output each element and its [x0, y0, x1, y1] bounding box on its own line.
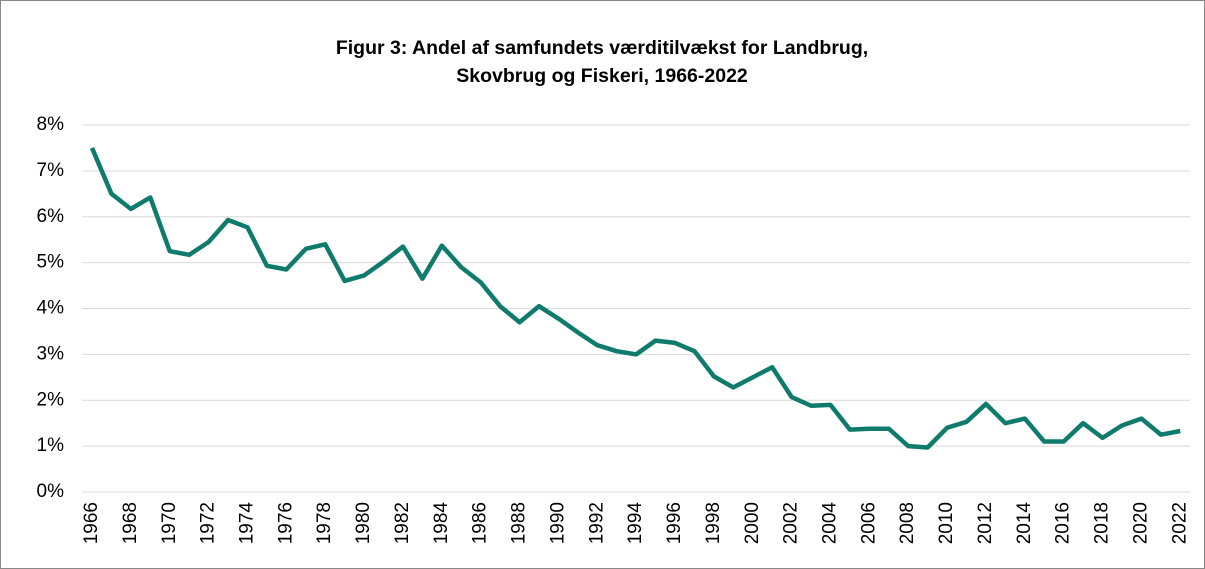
- x-tick-label: 2020: [1130, 502, 1151, 544]
- x-tick-label: 1972: [198, 502, 219, 544]
- y-tick-label: 3%: [37, 343, 65, 364]
- y-tick-label: 6%: [37, 206, 65, 227]
- x-tick-label: 2012: [975, 502, 996, 544]
- x-tick-label: 1990: [547, 502, 568, 544]
- x-tick-label: 1966: [81, 502, 102, 544]
- x-tick-label: 1986: [470, 502, 491, 544]
- x-tick-label: 1982: [392, 502, 413, 544]
- x-tick-label: 1994: [625, 502, 646, 545]
- x-tick-label: 1978: [314, 502, 335, 544]
- x-tick-label: 2002: [781, 502, 802, 544]
- x-tick-label: 2004: [819, 502, 840, 545]
- y-tick-label: 5%: [37, 252, 65, 273]
- x-tick-label: 2014: [1014, 502, 1035, 545]
- x-tick-label: 2008: [897, 502, 918, 544]
- y-tick-label: 1%: [37, 435, 65, 456]
- x-tick-label: 2016: [1053, 502, 1074, 544]
- data-line: [89, 147, 1181, 450]
- x-tick-label: 1992: [586, 502, 607, 544]
- x-tick-label: 2010: [936, 502, 957, 544]
- x-tick-label: 1974: [236, 502, 257, 545]
- x-tick-label: 1984: [431, 502, 452, 545]
- y-tick-label: 4%: [37, 298, 65, 319]
- y-tick-label: 8%: [37, 114, 65, 135]
- x-tick-label: 1968: [120, 502, 141, 544]
- x-tick-label: 1980: [353, 502, 374, 544]
- x-tick-label: 2018: [1092, 502, 1113, 544]
- y-tick-label: 0%: [37, 481, 65, 502]
- x-tick-label: 2006: [858, 502, 879, 544]
- x-tick-label: 1996: [664, 502, 685, 544]
- y-tick-label: 2%: [37, 389, 65, 410]
- chart-title: Figur 3: Andel af samfundets værditilvæk…: [335, 37, 869, 87]
- x-tick-label: 2000: [742, 502, 763, 544]
- x-tick-label: 2022: [1169, 502, 1190, 544]
- x-tick-label: 1970: [159, 502, 180, 544]
- x-tick-label: 1988: [509, 502, 530, 544]
- x-tick-label: 1998: [703, 502, 724, 544]
- y-tick-label: 7%: [37, 160, 65, 181]
- x-tick-label: 1976: [275, 502, 296, 544]
